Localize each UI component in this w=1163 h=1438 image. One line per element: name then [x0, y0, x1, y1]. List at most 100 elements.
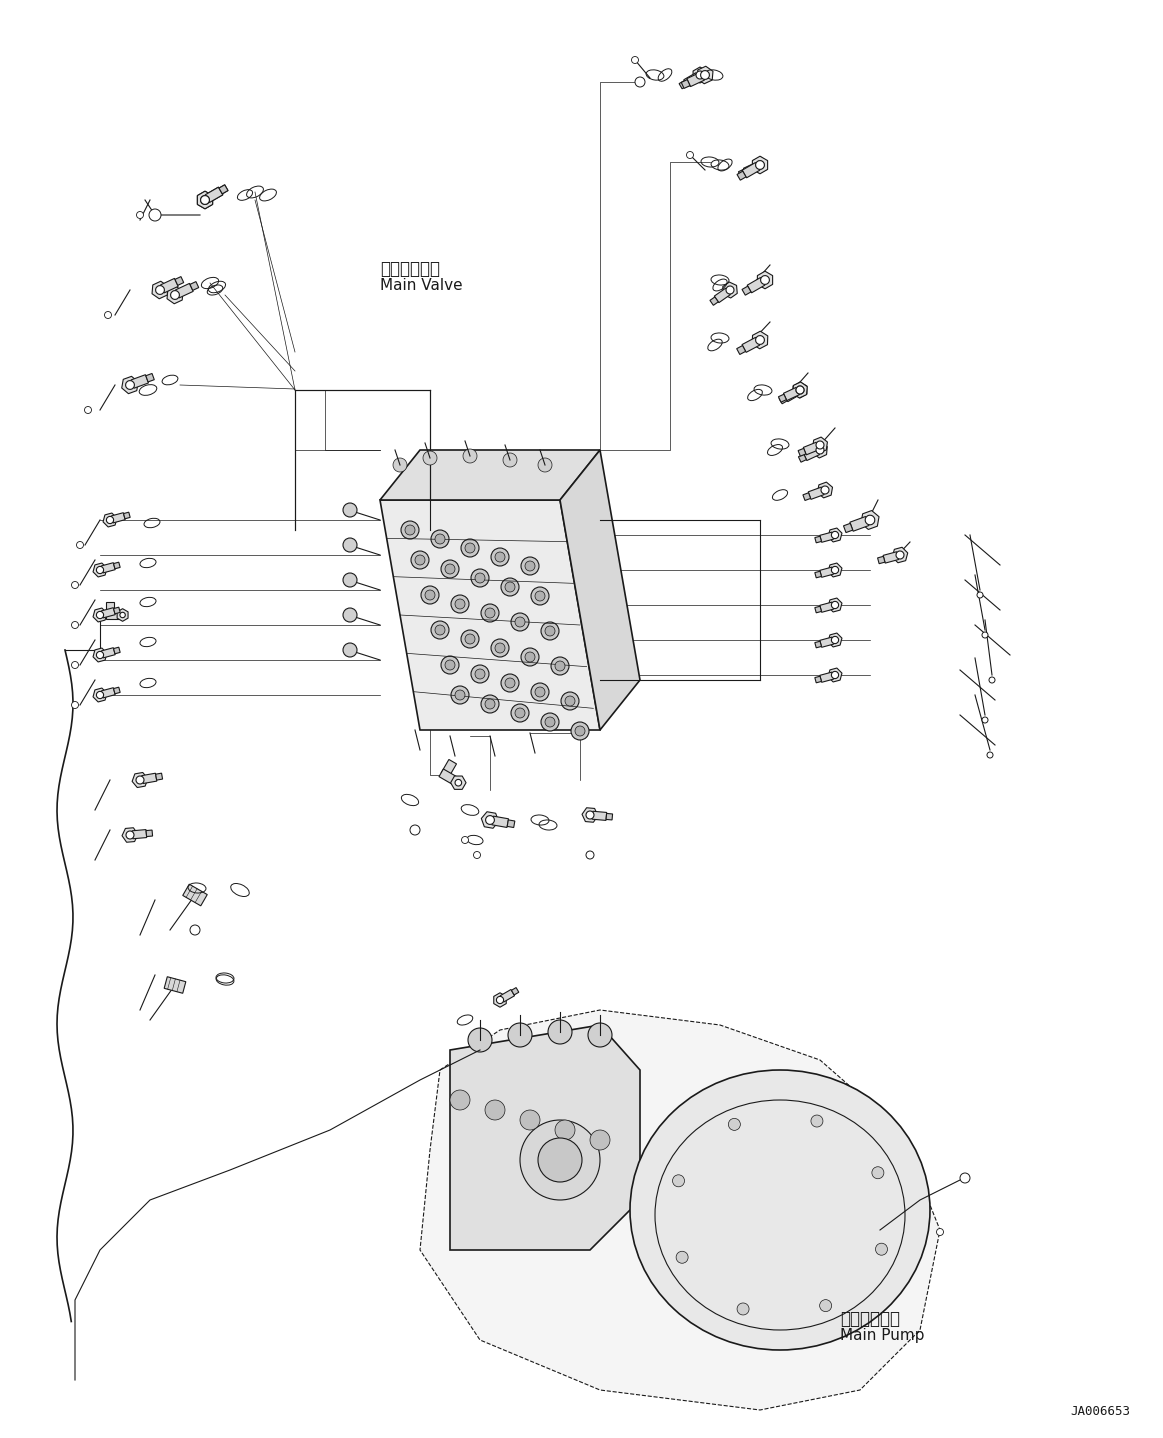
Polygon shape [420, 1009, 940, 1411]
Bar [164, 976, 186, 994]
Circle shape [795, 385, 804, 394]
Circle shape [450, 1090, 470, 1110]
Circle shape [171, 290, 179, 299]
Circle shape [97, 611, 104, 618]
Bar [815, 536, 821, 542]
Bar [850, 516, 869, 531]
Circle shape [538, 1137, 582, 1182]
Circle shape [431, 621, 449, 638]
Circle shape [424, 590, 435, 600]
Circle shape [816, 441, 825, 449]
Circle shape [485, 1100, 505, 1120]
Bar [114, 647, 120, 654]
Circle shape [136, 777, 144, 784]
Circle shape [555, 661, 565, 672]
Ellipse shape [630, 1070, 930, 1350]
Bar [512, 988, 519, 995]
Circle shape [982, 718, 989, 723]
Bar [500, 989, 514, 1002]
Circle shape [343, 503, 357, 518]
Circle shape [832, 637, 839, 644]
Circle shape [497, 997, 504, 1004]
Circle shape [936, 1228, 943, 1235]
Bar [438, 769, 457, 784]
Circle shape [508, 1022, 531, 1047]
Bar [778, 394, 786, 403]
Polygon shape [722, 282, 737, 298]
Circle shape [672, 1175, 685, 1186]
Circle shape [561, 692, 579, 710]
Circle shape [832, 567, 839, 574]
Text: Main Pump: Main Pump [840, 1329, 925, 1343]
Circle shape [441, 656, 459, 674]
Polygon shape [752, 331, 768, 349]
Bar [804, 447, 820, 460]
Circle shape [475, 572, 485, 582]
Circle shape [136, 211, 143, 219]
Circle shape [343, 608, 357, 623]
Circle shape [455, 600, 465, 610]
Text: メインポンプ: メインポンプ [840, 1310, 900, 1329]
Bar [156, 774, 163, 779]
Circle shape [451, 686, 469, 705]
Circle shape [491, 548, 509, 567]
Bar [709, 298, 719, 305]
Circle shape [471, 664, 488, 683]
Circle shape [485, 699, 495, 709]
Circle shape [461, 630, 479, 649]
Circle shape [97, 567, 104, 574]
Bar [679, 81, 687, 89]
Circle shape [481, 604, 499, 623]
Bar [739, 170, 747, 177]
Bar [114, 687, 120, 693]
Bar [804, 443, 819, 454]
Bar [101, 647, 115, 659]
Circle shape [85, 407, 92, 414]
Polygon shape [813, 437, 827, 453]
Circle shape [455, 779, 462, 787]
Circle shape [495, 643, 505, 653]
Bar [737, 171, 745, 180]
Polygon shape [450, 1025, 640, 1250]
Bar [101, 562, 115, 572]
Polygon shape [494, 992, 506, 1007]
Bar [101, 687, 115, 697]
Circle shape [511, 705, 529, 722]
Circle shape [505, 677, 515, 687]
Bar [808, 487, 825, 499]
Circle shape [97, 692, 104, 699]
Polygon shape [828, 564, 842, 577]
Circle shape [421, 587, 438, 604]
Circle shape [435, 626, 445, 636]
Polygon shape [793, 383, 807, 398]
Circle shape [471, 569, 488, 587]
Polygon shape [693, 68, 707, 83]
Bar [160, 279, 178, 293]
Circle shape [535, 591, 545, 601]
Circle shape [515, 707, 525, 718]
Polygon shape [93, 649, 107, 661]
Circle shape [811, 1114, 823, 1127]
Bar [878, 557, 885, 564]
Bar [687, 72, 705, 86]
Bar [883, 552, 899, 564]
Bar [798, 449, 806, 456]
Circle shape [71, 702, 78, 709]
Circle shape [126, 831, 134, 838]
Bar [820, 672, 834, 682]
Bar [219, 186, 228, 194]
Circle shape [462, 837, 469, 844]
Bar [784, 387, 799, 401]
Circle shape [575, 726, 585, 736]
Circle shape [531, 587, 549, 605]
Circle shape [632, 56, 638, 63]
Polygon shape [828, 598, 842, 613]
Polygon shape [828, 528, 842, 542]
Bar [205, 187, 223, 203]
Circle shape [726, 286, 734, 293]
Polygon shape [828, 633, 842, 647]
Circle shape [465, 634, 475, 644]
Polygon shape [198, 191, 213, 209]
Bar [742, 338, 759, 352]
Circle shape [795, 385, 804, 394]
